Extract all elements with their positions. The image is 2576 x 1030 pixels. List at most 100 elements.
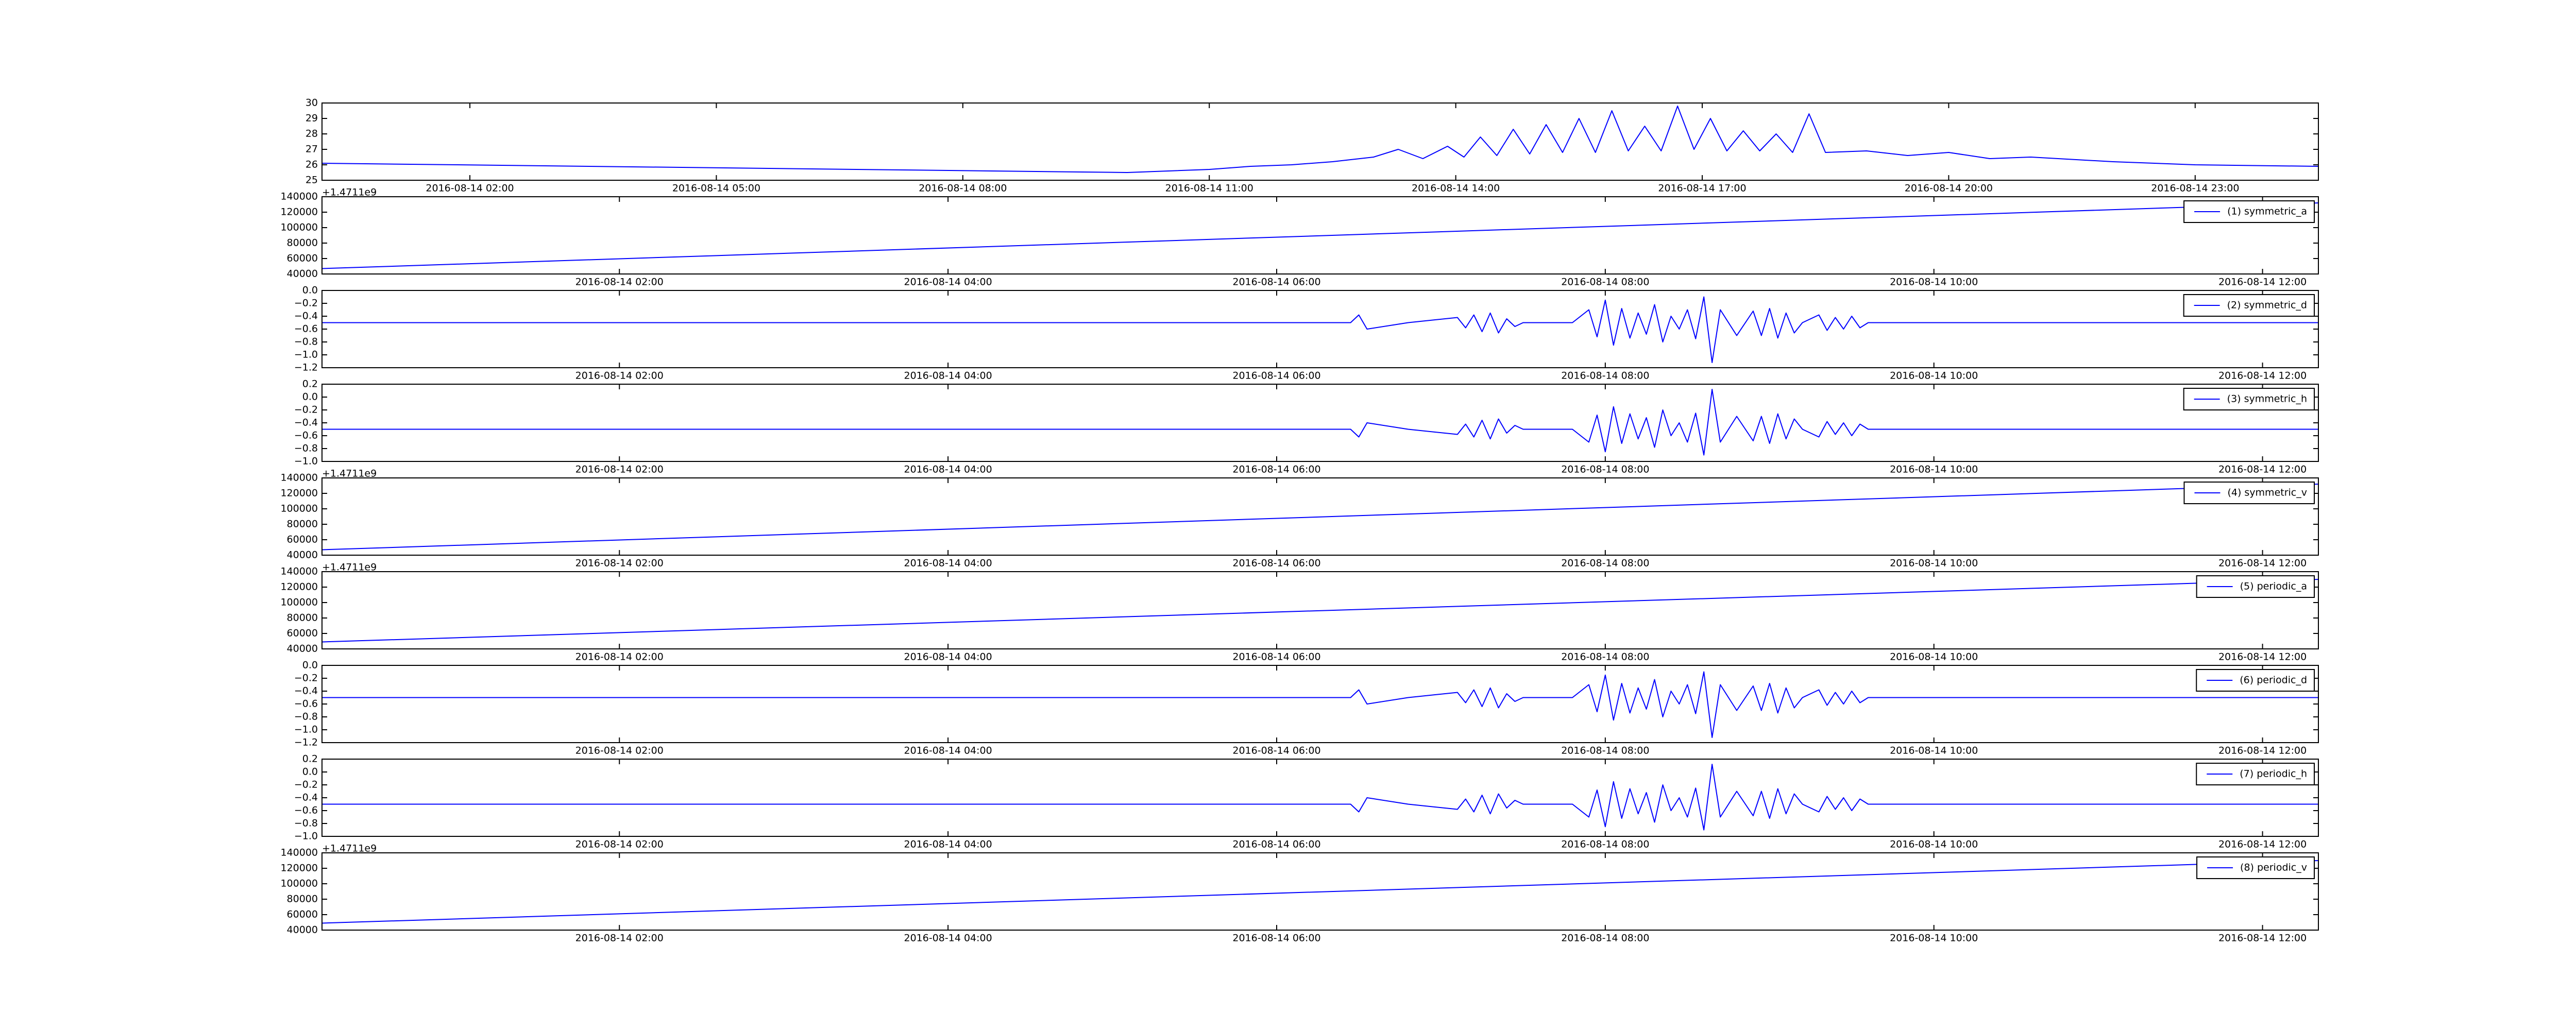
y-tick-label: 100000: [280, 597, 318, 608]
axes-frame: [321, 759, 2319, 837]
x-tick-label: 2016-08-14 02:00: [426, 183, 514, 194]
y-tick-label: 40000: [287, 550, 318, 561]
x-tick-label: 2016-08-14 12:00: [2218, 745, 2307, 757]
x-tick-label: 2016-08-14 08:00: [1561, 839, 1649, 850]
x-tick-label: 2016-08-14 04:00: [904, 839, 992, 850]
axes-frame: [321, 665, 2319, 743]
y-tick-label: 80000: [287, 612, 318, 624]
legend-label: (5) periodic_a: [2240, 581, 2307, 592]
y-tick-label: −0.8: [294, 443, 318, 454]
y-tick-label: 25: [306, 175, 318, 186]
subplot: 40000 60000 80000 100000 120000 140000 2016-08…: [280, 468, 2319, 569]
legend-label: (4) symmetric_v: [2227, 487, 2307, 499]
x-tick-label: 2016-08-14 04:00: [904, 745, 992, 757]
x-tick-label: 2016-08-14 08:00: [1561, 277, 1649, 288]
y-tick-label: 140000: [280, 566, 318, 577]
axes-frame: [321, 196, 2319, 274]
y-tick-label: 26: [306, 159, 318, 170]
y-tick-label: 60000: [287, 534, 318, 545]
x-tick-label: 2016-08-14 10:00: [1890, 839, 1978, 850]
y-tick-label: 28: [306, 128, 318, 140]
y-tick-label: −1.0: [294, 349, 318, 360]
x-tick-label: 2016-08-14 02:00: [575, 370, 664, 382]
y-tick-label: −0.6: [294, 698, 318, 710]
data-line: [322, 106, 2318, 173]
axes-frame: [321, 852, 2319, 931]
y-tick-label: −0.6: [294, 430, 318, 441]
x-tick-label: 2016-08-14 12:00: [2218, 651, 2307, 663]
y-tick-label: 0.0: [302, 391, 318, 403]
y-tick-label: −0.4: [294, 685, 318, 697]
data-line: [322, 389, 2318, 456]
plot-area: [322, 764, 2318, 831]
plot-area: [322, 671, 2318, 738]
y-tick-label: 27: [306, 144, 318, 155]
legend-label: (8) periodic_v: [2240, 862, 2307, 873]
y-tick-label: −0.2: [294, 404, 318, 416]
subplot: −1.0 −0.8 −0.6 −0.4−0.20.00.2 2016-08-14 02:…: [294, 379, 2319, 475]
x-tick-label: 2016-08-14 12:00: [2218, 277, 2307, 288]
subplot: 40000 60000 80000 100000 120000 140000 2016-08…: [280, 187, 2319, 288]
y-tick-label: −1.2: [294, 737, 318, 748]
x-tick-label: 2016-08-14 12:00: [2218, 839, 2307, 850]
y-tick-label: −0.6: [294, 805, 318, 816]
x-tick-label: 2016-08-14 04:00: [904, 558, 992, 569]
data-line: [322, 860, 2318, 924]
offset-text: +1.4711e9: [322, 468, 377, 479]
y-tick-label: −1.2: [294, 362, 318, 373]
offset-text: +1.4711e9: [322, 843, 377, 854]
x-tick-label: 2016-08-14 05:00: [672, 183, 760, 194]
y-tick-label: 29: [306, 113, 318, 124]
axes-frame: [321, 571, 2319, 649]
data-line: [322, 484, 2318, 551]
legend: (6) periodic_d: [2196, 669, 2315, 692]
subplot: 40000 60000 80000 100000 120000 140000 2016-08…: [280, 843, 2319, 944]
y-tick-label: 40000: [287, 268, 318, 280]
plot-area: [322, 860, 2318, 924]
y-tick-label: 0.0: [302, 766, 318, 778]
offset-text: +1.4711e9: [322, 187, 377, 198]
y-tick-label: 40000: [287, 924, 318, 936]
x-tick-label: 2016-08-14 10:00: [1890, 651, 1978, 663]
legend-label: (7) periodic_h: [2240, 768, 2307, 780]
axes-frame: [321, 102, 2319, 181]
plot-area: [322, 389, 2318, 456]
y-tick-label: 120000: [280, 863, 318, 874]
plot-area: [322, 296, 2318, 363]
y-tick-label: −0.2: [294, 779, 318, 791]
x-tick-label: 2016-08-14 08:00: [1561, 558, 1649, 569]
y-tick-label: 120000: [280, 207, 318, 218]
y-tick-label: 60000: [287, 909, 318, 920]
y-tick-label: 100000: [280, 878, 318, 889]
x-tick-label: 2016-08-14 02:00: [575, 651, 664, 663]
y-tick-label: 0.0: [302, 660, 318, 671]
x-tick-label: 2016-08-14 08:00: [1561, 464, 1649, 475]
x-tick-label: 2016-08-14 08:00: [1561, 933, 1649, 944]
legend-box: [2183, 388, 2315, 410]
legend: (8) periodic_v: [2196, 856, 2315, 879]
data-line: [322, 579, 2318, 643]
axes-frame: [321, 477, 2319, 556]
y-tick-label: −0.2: [294, 673, 318, 684]
x-tick-label: 2016-08-14 06:00: [1232, 839, 1320, 850]
x-tick-label: 2016-08-14 12:00: [2218, 933, 2307, 944]
x-tick-label: 2016-08-14 02:00: [575, 933, 664, 944]
x-tick-label: 2016-08-14 02:00: [575, 277, 664, 288]
x-tick-label: 2016-08-14 12:00: [2218, 558, 2307, 569]
x-tick-label: 2016-08-14 10:00: [1890, 370, 1978, 382]
x-tick-label: 2016-08-14 08:00: [1561, 370, 1649, 382]
x-tick-label: 2016-08-14 04:00: [904, 464, 992, 475]
plot-area: [322, 202, 2318, 269]
plot-area: [322, 106, 2318, 173]
plot-area: [322, 484, 2318, 551]
y-tick-label: 0.2: [302, 379, 318, 390]
x-tick-label: 2016-08-14 10:00: [1890, 277, 1978, 288]
axes-frame: [321, 290, 2319, 368]
y-tick-label: 80000: [287, 519, 318, 530]
x-tick-label: 2016-08-14 02:00: [575, 558, 664, 569]
data-line: [322, 764, 2318, 831]
x-tick-label: 2016-08-14 06:00: [1232, 464, 1320, 475]
